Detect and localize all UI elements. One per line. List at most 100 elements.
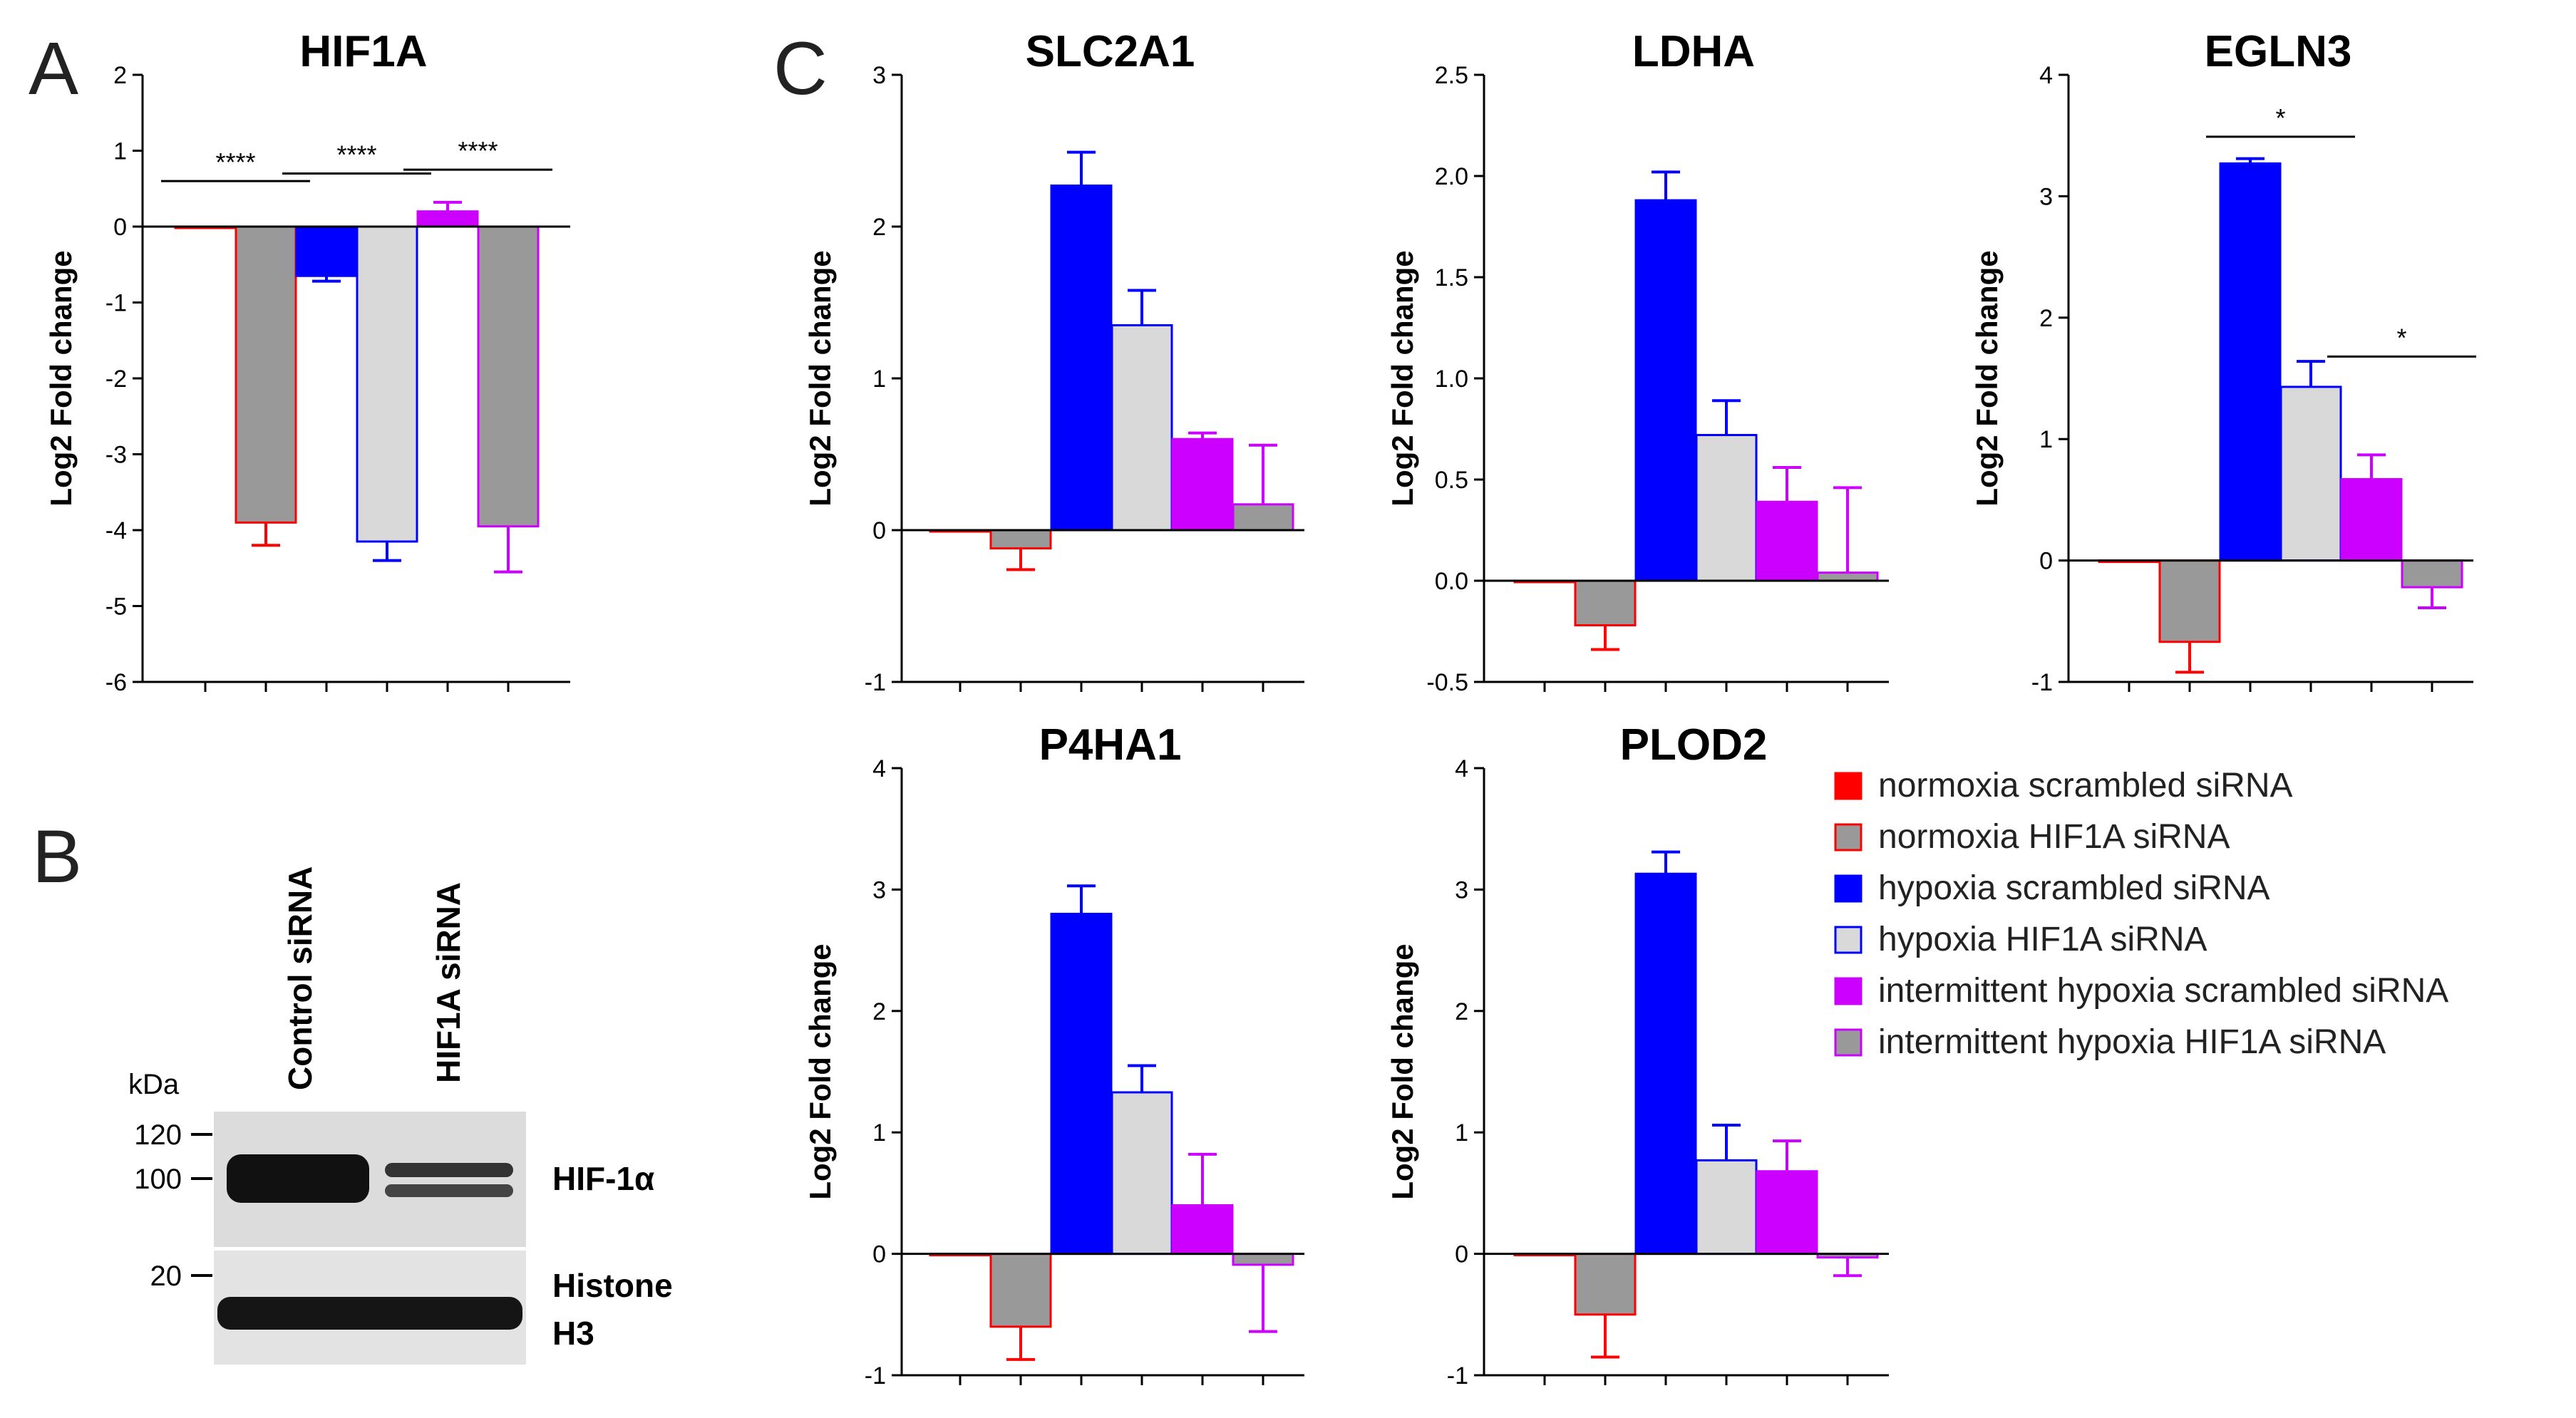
target-label-histone: Histone [552, 1267, 673, 1304]
egln3-title: EGLN3 [2205, 27, 2352, 76]
slc2a1-bar-6 [1232, 503, 1294, 532]
hif1a-ytick-label: 2 [113, 62, 127, 89]
egln3-significance-label: * [2275, 103, 2285, 133]
slc2a1-ytick-label: 2 [872, 214, 886, 241]
egln3-bar-3 [2219, 162, 2282, 562]
chart-hif1a: HIF1A Log2 Fold change -6 -5 -4 -3 -2 -1 0 1 2 ****… [44, 27, 570, 696]
p4ha1-ylabel: Log2 Fold change [803, 943, 837, 1199]
chart-p4ha1: P4HA1 Log2 Fold change -1 0 1 2 3 4 [803, 720, 1304, 1389]
hif1a-bar-2 [235, 225, 297, 524]
egln3-ytick-label: 2 [2039, 305, 2053, 332]
hif1a-ytick-label: -2 [105, 366, 127, 393]
p4ha1-ytick-label: 4 [872, 755, 886, 782]
ldha-bar-5 [1756, 500, 1818, 582]
hif1a-bar-4 [356, 225, 418, 543]
ldha-ytick-label: 1.5 [1435, 264, 1468, 291]
hif1a-ytick-label: -1 [105, 290, 127, 317]
ldha-ytick-label: 0.5 [1435, 467, 1468, 494]
western-blot: Control siRNA HIF1A siRNA kDa 120 100 20… [128, 866, 673, 1365]
plod2-ytick-label: -1 [1447, 1362, 1468, 1389]
egln3-bar-4 [2279, 385, 2342, 562]
chart-ldha: LDHA Log2 Fold change -0.5 0.0 0.5 1.0 1.5 2.0 2… [1386, 27, 1889, 696]
p4ha1-ytick-label: -1 [865, 1362, 886, 1389]
legend-label-1: normoxia scrambled siRNA [1878, 767, 2293, 804]
slc2a1-ylabel: Log2 Fold change [803, 250, 837, 506]
slc2a1-title: SLC2A1 [1026, 27, 1195, 76]
egln3-ytick-label: 4 [2039, 62, 2053, 89]
plod2-ytick-label: 0 [1455, 1241, 1468, 1268]
legend-label-5: intermittent hypoxia scrambled siRNA [1878, 972, 2448, 1010]
hif1a-ytick-label: -5 [105, 594, 127, 621]
legend-swatch-2 [1834, 823, 1863, 852]
blot-band-hif1a-sirna-lower [385, 1184, 513, 1197]
plod2-title: PLOD2 [1620, 720, 1768, 770]
plod2-ylabel: Log2 Fold change [1386, 943, 1419, 1199]
blot-band-hif1a-sirna-upper [385, 1163, 513, 1177]
p4ha1-ytick-label: 1 [872, 1119, 886, 1147]
p4ha1-ytick-label: 0 [872, 1241, 886, 1268]
egln3-ytick-label: 1 [2039, 426, 2053, 453]
egln3-significance-label: * [2396, 323, 2406, 352]
egln3-bar-2 [2158, 559, 2221, 643]
blot-band-control [227, 1154, 369, 1203]
egln3-ytick-label: 0 [2039, 548, 2053, 575]
egln3-ytick-label: -1 [2031, 669, 2053, 696]
egln3-bar-5 [2340, 477, 2403, 562]
legend-swatch-4 [1834, 926, 1863, 954]
ldha-ytick-label: -0.5 [1426, 669, 1468, 696]
legend-label-3: hypoxia scrambled siRNA [1878, 869, 2270, 907]
legend-swatch-1 [1834, 772, 1863, 800]
ldha-bar-2 [1574, 579, 1637, 626]
ldha-ytick-label: 0.0 [1435, 568, 1468, 595]
ldha-bar-4 [1695, 434, 1758, 582]
slc2a1-ytick-label: -1 [865, 669, 886, 696]
chart-plod2: PLOD2 Log2 Fold change -1 0 1 2 3 4 [1386, 720, 1889, 1389]
p4ha1-ytick-label: 2 [872, 998, 886, 1025]
plod2-bar-5 [1756, 1170, 1818, 1256]
slc2a1-bar-3 [1050, 184, 1113, 532]
marker-label-120: 120 [134, 1119, 182, 1151]
slc2a1-bar-5 [1171, 438, 1234, 532]
plod2-bar-3 [1634, 872, 1697, 1256]
ldha-bar-3 [1634, 199, 1697, 582]
plod2-ytick-label: 2 [1455, 998, 1468, 1025]
hif1a-significance-label: **** [336, 140, 376, 169]
ldha-ylabel: Log2 Fold change [1386, 250, 1419, 506]
ldha-ytick-label: 2.0 [1435, 163, 1468, 190]
ldha-ytick-label: 1.0 [1435, 366, 1468, 393]
slc2a1-ytick-label: 3 [872, 62, 886, 89]
slc2a1-bar-2 [989, 529, 1052, 550]
lane-label-control: Control siRNA [282, 866, 319, 1090]
ldha-bar-6 [1816, 571, 1879, 582]
hif1a-bar-6 [477, 225, 540, 528]
legend: normoxia scrambled siRNA normoxia HIF1A s… [1834, 767, 2448, 1061]
p4ha1-bar-5 [1171, 1204, 1234, 1256]
hif1a-significance-label: **** [458, 136, 498, 165]
target-label-h3: H3 [552, 1315, 594, 1352]
hif1a-ytick-label: -3 [105, 442, 127, 469]
hif1a-significance-label: **** [215, 148, 255, 177]
p4ha1-bar-4 [1111, 1091, 1173, 1256]
plod2-bar-2 [1574, 1253, 1637, 1316]
slc2a1-ytick-label: 1 [872, 366, 886, 393]
legend-swatch-6 [1834, 1028, 1863, 1057]
hif1a-bar-3 [295, 225, 358, 277]
hif1a-ylabel: Log2 Fold change [44, 250, 78, 506]
hif1a-title: HIF1A [299, 27, 427, 76]
target-label-hif1a: HIF-1α [552, 1160, 654, 1197]
legend-swatch-5 [1834, 977, 1863, 1005]
panel-letter-a: A [29, 27, 78, 110]
chart-egln3: EGLN3 Log2 Fold change -1 0 1 2 3 4 * * [1970, 27, 2476, 696]
panel-letter-c: C [773, 27, 828, 110]
panel-letter-b: B [32, 815, 82, 899]
egln3-bar-6 [2401, 559, 2463, 589]
legend-label-4: hypoxia HIF1A siRNA [1878, 921, 2207, 958]
marker-label-20: 20 [150, 1261, 182, 1292]
egln3-ytick-label: 3 [2039, 183, 2053, 210]
plod2-ytick-label: 3 [1455, 876, 1468, 904]
lane-label-hif1a-sirna: HIF1A siRNA [430, 882, 467, 1083]
plod2-ytick-label: 4 [1455, 755, 1468, 782]
hif1a-ytick-label: -6 [105, 669, 127, 696]
hif1a-ytick-label: 0 [113, 214, 127, 241]
